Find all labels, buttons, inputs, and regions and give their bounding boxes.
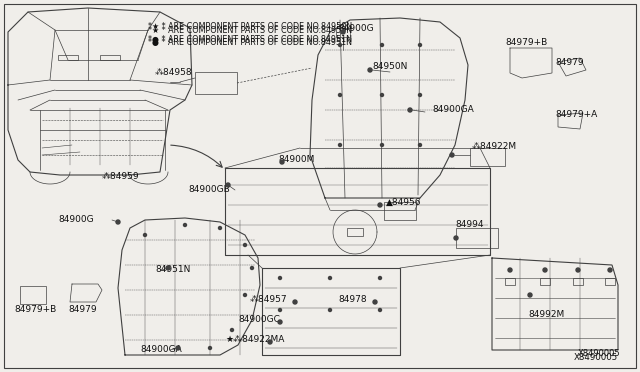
- Circle shape: [166, 266, 170, 270]
- Bar: [100, 55, 120, 60]
- Bar: [505, 278, 515, 285]
- Text: 84992M: 84992M: [528, 310, 564, 319]
- Text: 84979: 84979: [68, 305, 97, 314]
- Circle shape: [268, 340, 272, 344]
- Text: *★ * ARE COMPONENT PARTS OF CODE NO.84950N: *★ * ARE COMPONENT PARTS OF CODE NO.8495…: [148, 26, 352, 35]
- Bar: [540, 278, 550, 285]
- Circle shape: [381, 93, 383, 96]
- Circle shape: [378, 276, 381, 279]
- Circle shape: [528, 293, 532, 297]
- Circle shape: [209, 346, 211, 350]
- Circle shape: [339, 93, 342, 96]
- Circle shape: [250, 266, 253, 269]
- Circle shape: [176, 346, 180, 350]
- Circle shape: [278, 320, 282, 324]
- Circle shape: [454, 236, 458, 240]
- Circle shape: [543, 268, 547, 272]
- Text: 84900M: 84900M: [278, 155, 314, 164]
- Circle shape: [419, 93, 422, 96]
- Text: 84979+B: 84979+B: [505, 38, 547, 47]
- Text: *★ * ARE COMPONENT PARTS OF CODE NO.84950N: *★ * ARE COMPONENT PARTS OF CODE NO.8495…: [148, 22, 352, 31]
- Text: ⁂84959: ⁂84959: [102, 172, 140, 181]
- Text: 84994: 84994: [455, 220, 483, 229]
- Text: 84900G: 84900G: [338, 24, 374, 33]
- Bar: [20, 286, 46, 304]
- Text: 84900GA: 84900GA: [140, 345, 182, 354]
- Circle shape: [419, 44, 422, 46]
- Circle shape: [278, 276, 282, 279]
- Circle shape: [339, 44, 342, 46]
- Bar: [470, 148, 505, 166]
- Circle shape: [341, 30, 345, 34]
- Circle shape: [143, 234, 147, 237]
- Circle shape: [328, 308, 332, 311]
- Text: 84979+B: 84979+B: [14, 305, 56, 314]
- Text: ⁂84958: ⁂84958: [155, 68, 193, 77]
- Text: X8490005: X8490005: [577, 349, 620, 358]
- Circle shape: [243, 244, 246, 247]
- Circle shape: [408, 108, 412, 112]
- Text: 84950N: 84950N: [372, 62, 408, 71]
- Circle shape: [608, 268, 612, 272]
- Text: 84900GB: 84900GB: [188, 185, 230, 194]
- Bar: [195, 72, 237, 94]
- Circle shape: [450, 153, 454, 157]
- Circle shape: [381, 44, 383, 46]
- Circle shape: [368, 68, 372, 72]
- Circle shape: [218, 227, 221, 230]
- Text: 84979+A: 84979+A: [555, 110, 597, 119]
- Bar: [347, 228, 363, 236]
- Text: X8490005: X8490005: [573, 353, 618, 362]
- Text: *● * ARE COMPONENT PARTS OF CODE NO.84951N: *● * ARE COMPONENT PARTS OF CODE NO.8495…: [148, 38, 352, 47]
- Circle shape: [328, 276, 332, 279]
- Circle shape: [280, 160, 284, 164]
- Circle shape: [378, 203, 382, 207]
- Bar: [336, 28, 350, 37]
- Circle shape: [419, 144, 422, 147]
- Bar: [58, 55, 78, 60]
- Text: *● * ARE COMPONENT PARTS OF CODE NO.84951N: *● * ARE COMPONENT PARTS OF CODE NO.8495…: [148, 35, 352, 44]
- Circle shape: [278, 308, 282, 311]
- Circle shape: [508, 268, 512, 272]
- Circle shape: [381, 144, 383, 147]
- Circle shape: [339, 144, 342, 147]
- Bar: [456, 228, 498, 248]
- Circle shape: [230, 328, 234, 331]
- Circle shape: [116, 220, 120, 224]
- Bar: [573, 278, 583, 285]
- Text: ★⁂84922MA: ★⁂84922MA: [225, 335, 284, 344]
- Text: 84900GC: 84900GC: [238, 315, 280, 324]
- Text: 84978: 84978: [338, 295, 367, 304]
- Bar: [384, 202, 416, 220]
- Circle shape: [184, 224, 186, 227]
- Text: ⁂84922M: ⁂84922M: [472, 142, 517, 151]
- Circle shape: [576, 268, 580, 272]
- Text: 84979: 84979: [555, 58, 584, 67]
- Circle shape: [293, 300, 297, 304]
- Text: ▲84956: ▲84956: [386, 198, 422, 207]
- Circle shape: [226, 183, 230, 187]
- Circle shape: [243, 294, 246, 296]
- Text: 84951N: 84951N: [155, 265, 190, 274]
- Text: ⁂84957: ⁂84957: [250, 295, 287, 304]
- Text: 84900G: 84900G: [58, 215, 93, 224]
- Circle shape: [378, 308, 381, 311]
- Circle shape: [373, 300, 377, 304]
- Bar: [605, 278, 615, 285]
- Text: 84900GA: 84900GA: [432, 105, 474, 114]
